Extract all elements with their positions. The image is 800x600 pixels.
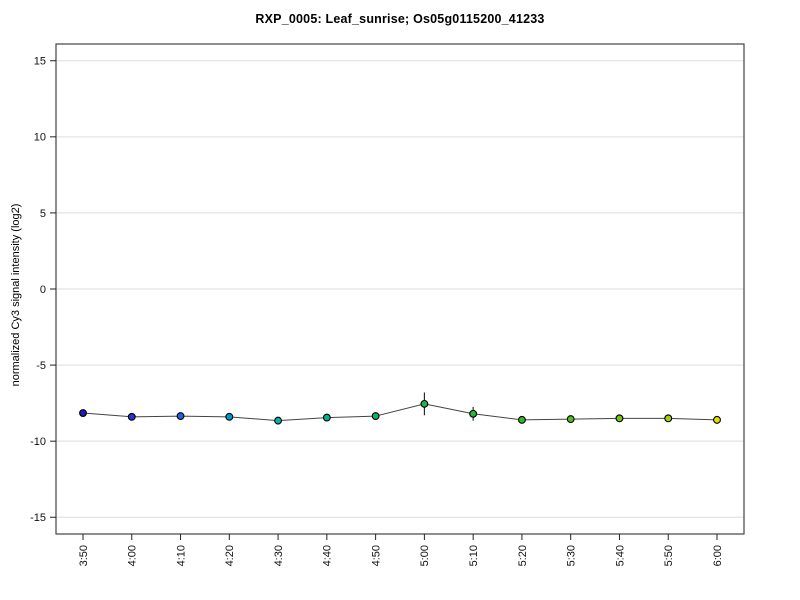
x-tick-label: 4:20 bbox=[224, 545, 236, 566]
y-tick-label: -10 bbox=[30, 436, 46, 448]
data-point bbox=[469, 409, 478, 418]
x-tick-label: 4:10 bbox=[175, 545, 187, 566]
y-tick-label: 5 bbox=[40, 208, 46, 220]
data-point bbox=[615, 414, 624, 423]
x-tick-label: 5:20 bbox=[517, 545, 529, 566]
x-tick-label: 5:30 bbox=[566, 545, 578, 566]
chart-title: RXP_0005: Leaf_sunrise; Os05g0115200_412… bbox=[255, 12, 545, 26]
y-tick-label: 0 bbox=[40, 284, 46, 296]
y-tick-label: 15 bbox=[34, 56, 46, 68]
x-tick-label: 5:50 bbox=[663, 545, 675, 566]
data-point bbox=[371, 412, 380, 421]
y-tick-label: -15 bbox=[30, 512, 46, 524]
data-point bbox=[225, 412, 234, 421]
data-point bbox=[713, 415, 721, 424]
data-point bbox=[517, 415, 526, 424]
x-tick-label: 4:00 bbox=[127, 545, 139, 566]
x-tick-label: 5:40 bbox=[614, 545, 626, 566]
data-point bbox=[664, 414, 673, 423]
data-point bbox=[127, 412, 136, 421]
data-point bbox=[79, 409, 87, 417]
x-tick-label: 4:30 bbox=[273, 545, 285, 566]
y-axis-title: normalized Cy3 signal intensity (log2) bbox=[10, 203, 22, 387]
data-point bbox=[274, 416, 283, 425]
data-point bbox=[322, 413, 331, 422]
x-tick-label: 4:40 bbox=[322, 545, 334, 566]
y-tick-label: 10 bbox=[34, 132, 46, 144]
x-tick-label: 3:50 bbox=[78, 545, 90, 566]
data-point bbox=[566, 415, 575, 424]
x-tick-label: 6:00 bbox=[712, 545, 724, 566]
data-point bbox=[420, 399, 429, 408]
data-point bbox=[176, 412, 185, 421]
y-tick-label: -5 bbox=[36, 360, 46, 372]
x-tick-label: 4:50 bbox=[370, 545, 382, 566]
x-tick-label: 5:00 bbox=[419, 545, 431, 566]
x-tick-label: 5:10 bbox=[468, 545, 480, 566]
data-line bbox=[82, 403, 718, 422]
